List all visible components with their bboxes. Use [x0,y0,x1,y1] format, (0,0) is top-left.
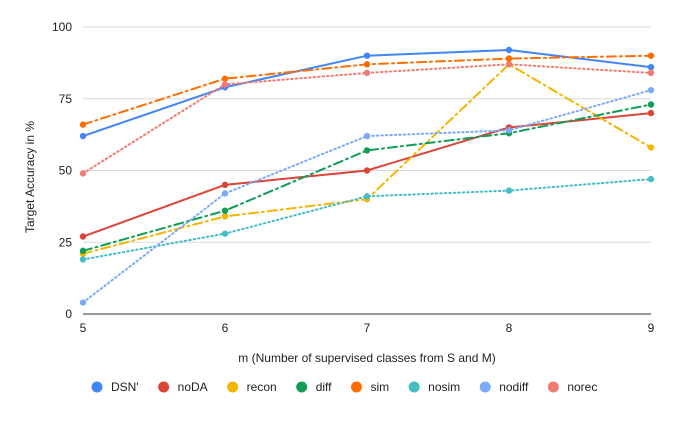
y-tick-label: 75 [59,92,73,106]
legend-marker [227,381,239,393]
series-norec [79,61,655,177]
data-point [647,101,655,108]
legend-item: noDA [158,380,208,394]
data-point [221,190,229,197]
data-point [505,55,513,62]
data-point [79,256,87,263]
legend-label: recon [247,380,277,394]
legend-label: noDA [178,380,208,394]
series-line [82,63,652,255]
legend-label: nosim [428,380,460,394]
data-point [79,121,87,128]
y-tick-label: 50 [59,164,73,178]
data-point [363,132,371,140]
data-point [647,175,655,183]
x-tick-label: 7 [364,321,371,335]
legend-label: nodiff [499,380,529,394]
series-nodiff [79,86,655,306]
data-point [363,61,371,68]
series-diff [79,101,655,255]
legend-marker [351,381,362,393]
legend-marker [296,381,308,393]
data-point [363,167,371,174]
legend-item: nodiff [479,380,529,394]
legend-item: nosim [408,380,460,394]
series-line [82,103,652,252]
legend-marker [158,381,170,393]
series-nosim [79,175,655,263]
data-point [647,144,655,151]
legend-marker [479,381,491,393]
data-point [505,127,513,134]
y-tick-label: 100 [52,20,72,34]
legend-item: sim [351,380,389,394]
data-point [363,52,371,59]
data-point [363,147,371,154]
legend: DSN' noDA recon diff sim nosim nodiff norec [91,380,597,394]
y-tick-label: 0 [65,307,72,321]
data-point [221,181,229,189]
data-point [79,170,87,177]
x-tick-label: 8 [506,321,513,335]
series-recon [79,61,655,257]
legend-item: DSN' [91,380,139,394]
data-point [647,63,655,71]
legend-item: diff [296,380,332,394]
data-point [79,299,87,306]
x-axis-title: m (Number of supervised classes from S a… [238,351,495,365]
x-tick-label: 9 [648,321,655,335]
legend-label: norec [567,380,597,394]
data-point [505,46,513,54]
data-point [363,69,371,77]
legend-label: DSN' [111,380,139,394]
data-point [221,213,229,220]
x-tick-label: 5 [80,321,87,335]
legend-marker [91,381,103,393]
data-point [647,69,655,77]
data-point [221,207,229,214]
legend-marker [547,381,559,393]
data-point [505,61,513,68]
legend-marker [408,381,420,393]
legend-label: diff [316,380,332,394]
legend-item: norec [547,380,597,394]
data-point [79,132,87,140]
data-point [647,52,655,59]
series-sim [79,52,655,128]
series-noda [79,109,655,240]
legend-label: sim [371,380,390,394]
data-point [221,81,229,88]
data-point [647,86,655,94]
data-point [79,247,87,255]
series-line [82,63,652,175]
legend-item: recon [227,380,277,394]
series-line [82,112,652,238]
y-axis-title: Target Accuracy in % [23,121,37,233]
x-tick-label: 6 [222,321,229,335]
data-point [363,193,371,200]
axes: 0 25 50 75 100 5 6 7 8 9 [52,20,655,335]
data-point [221,230,229,237]
series-line [82,178,652,261]
series-group [79,46,655,306]
data-point [79,233,87,240]
data-point [505,187,513,194]
series-dsn [79,46,655,140]
data-point [647,109,655,117]
data-point [221,75,229,82]
y-tick-label: 25 [59,235,73,249]
